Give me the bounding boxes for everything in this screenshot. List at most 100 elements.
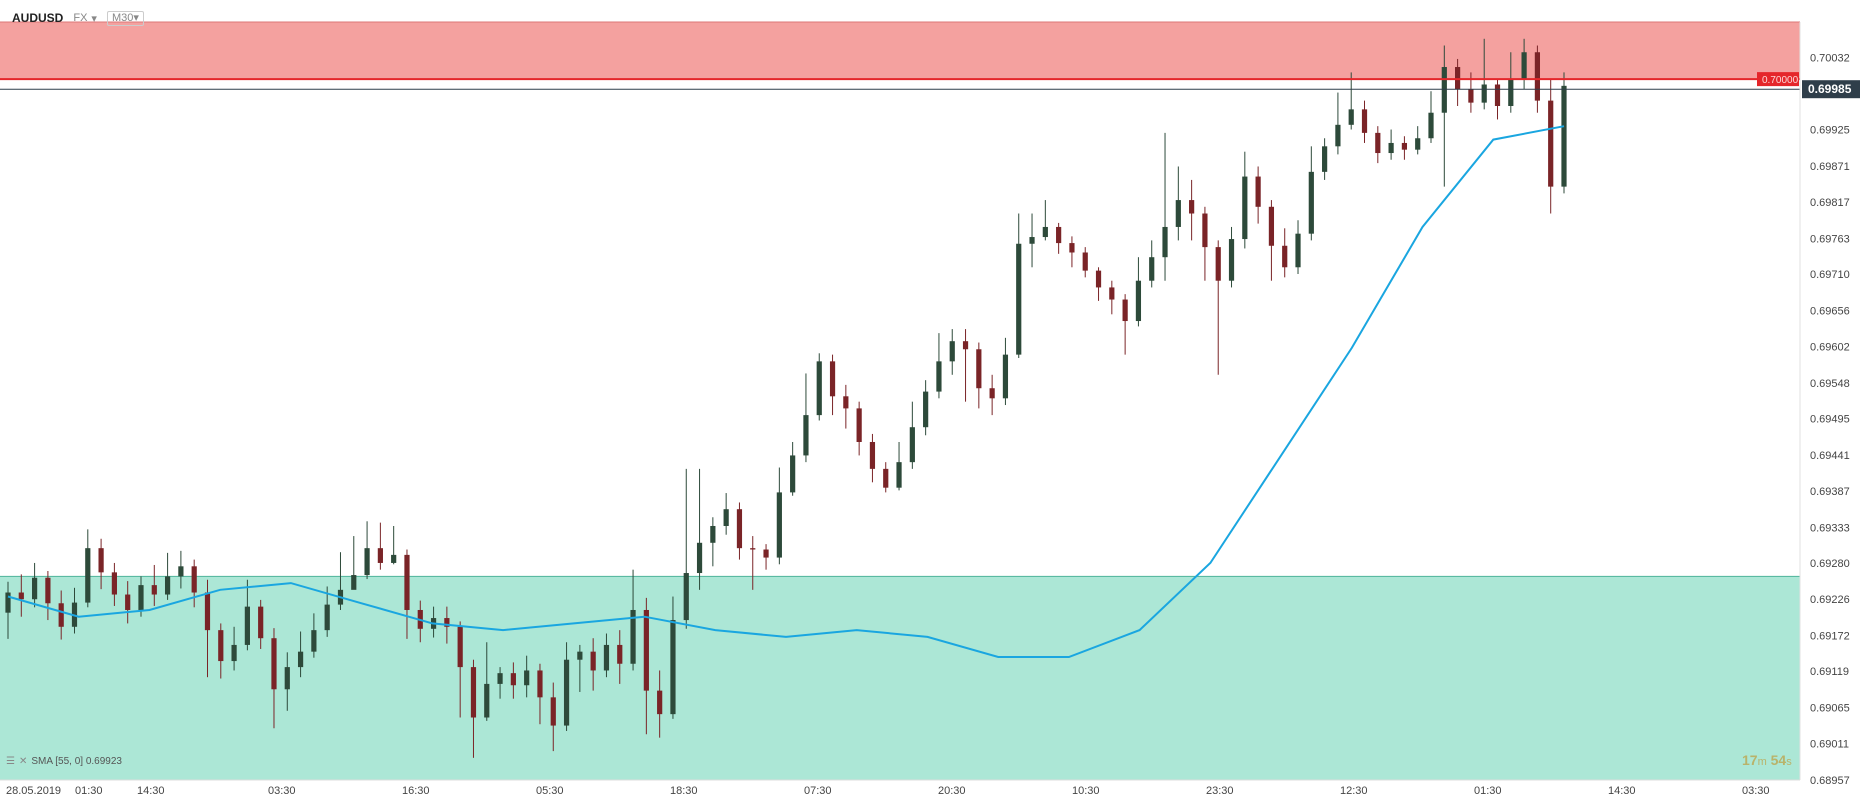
candle[interactable] — [776, 467, 782, 565]
candle[interactable] — [1202, 206, 1208, 281]
candle[interactable] — [683, 468, 689, 629]
candle[interactable] — [1189, 179, 1195, 241]
candle[interactable] — [1122, 294, 1128, 355]
candle[interactable] — [1388, 129, 1394, 160]
candle[interactable] — [1521, 38, 1527, 90]
candle[interactable] — [750, 536, 756, 590]
symbol-label[interactable]: AUDUSD — [12, 11, 64, 25]
candle[interactable] — [31, 562, 38, 608]
candle[interactable] — [1149, 240, 1155, 288]
candle[interactable] — [577, 644, 583, 692]
candle[interactable] — [1056, 222, 1062, 254]
candle[interactable] — [1215, 240, 1221, 375]
candle[interactable] — [856, 401, 862, 456]
candle[interactable] — [178, 550, 184, 589]
candle[interactable] — [1135, 257, 1142, 327]
candle[interactable] — [98, 538, 104, 590]
candle[interactable] — [510, 662, 516, 699]
candle[interactable] — [391, 525, 397, 565]
candle[interactable] — [1242, 151, 1248, 249]
candle[interactable] — [1455, 58, 1461, 106]
candle[interactable] — [5, 581, 11, 639]
candle[interactable] — [1508, 52, 1514, 113]
candle[interactable] — [1016, 213, 1022, 358]
candle[interactable] — [1441, 45, 1447, 187]
candle[interactable] — [630, 569, 636, 671]
candle[interactable] — [989, 374, 995, 416]
candle[interactable] — [297, 631, 304, 678]
candle[interactable] — [524, 655, 530, 698]
candle[interactable] — [258, 599, 264, 649]
candle[interactable] — [1335, 92, 1341, 155]
sma-line[interactable] — [7, 125, 1565, 658]
candle[interactable] — [497, 667, 503, 699]
candle[interactable] — [1348, 72, 1354, 130]
candle[interactable] — [936, 333, 942, 399]
candle[interactable] — [763, 544, 769, 570]
candle[interactable] — [311, 613, 317, 658]
candle[interactable] — [457, 621, 463, 718]
candle[interactable] — [58, 590, 64, 640]
candle[interactable] — [537, 663, 543, 725]
candle[interactable] — [710, 517, 716, 567]
candle[interactable] — [351, 536, 357, 590]
candle[interactable] — [85, 529, 91, 608]
candle[interactable] — [949, 329, 955, 375]
candle[interactable] — [590, 638, 596, 691]
candle[interactable] — [617, 630, 623, 684]
candle[interactable] — [18, 574, 24, 617]
candle[interactable] — [1361, 100, 1368, 143]
candle[interactable] — [1481, 38, 1487, 110]
candle[interactable] — [696, 468, 703, 590]
exchange-selector[interactable]: FX ▾ — [73, 12, 97, 25]
candle[interactable] — [1548, 79, 1554, 214]
candle[interactable] — [204, 579, 211, 678]
candle[interactable] — [1069, 236, 1075, 268]
candle[interactable] — [1029, 213, 1035, 268]
candle[interactable] — [111, 562, 117, 606]
candle[interactable] — [1561, 72, 1567, 194]
candle[interactable] — [271, 628, 277, 729]
candle[interactable] — [1255, 166, 1261, 224]
candle[interactable] — [1401, 136, 1408, 160]
candle[interactable] — [284, 652, 290, 711]
candle[interactable] — [923, 380, 929, 436]
candle[interactable] — [470, 659, 477, 758]
candle[interactable] — [843, 384, 849, 429]
candle[interactable] — [164, 552, 171, 600]
candle[interactable] — [191, 559, 197, 608]
candle[interactable] — [1322, 138, 1328, 180]
candle[interactable] — [1175, 166, 1181, 241]
settings-icon[interactable]: ☰ — [6, 756, 15, 767]
candle[interactable] — [1095, 267, 1102, 301]
candle[interactable] — [657, 670, 663, 738]
candle[interactable] — [1042, 200, 1048, 241]
candle[interactable] — [151, 564, 157, 606]
candle[interactable] — [1228, 226, 1235, 288]
candle[interactable] — [1002, 337, 1009, 406]
candle[interactable] — [377, 522, 383, 570]
candle[interactable] — [45, 571, 51, 621]
candle[interactable] — [125, 581, 131, 624]
candle[interactable] — [1268, 200, 1275, 281]
candle[interactable] — [816, 353, 822, 421]
candle[interactable] — [563, 642, 570, 731]
candle[interactable] — [896, 441, 902, 491]
candle[interactable] — [1162, 132, 1168, 281]
candle[interactable] — [736, 502, 743, 560]
candle[interactable] — [829, 354, 836, 416]
candle[interactable] — [603, 633, 610, 678]
candle[interactable] — [484, 642, 490, 721]
candle[interactable] — [1428, 91, 1434, 143]
candle[interactable] — [324, 586, 330, 637]
candle[interactable] — [218, 623, 224, 679]
candle[interactable] — [803, 373, 809, 463]
candle[interactable] — [1308, 146, 1314, 241]
timeframe-selector[interactable]: M30▾ — [106, 10, 144, 26]
candle[interactable] — [869, 433, 876, 483]
candle[interactable] — [723, 493, 729, 535]
candle[interactable] — [976, 342, 982, 409]
candle[interactable] — [790, 441, 796, 496]
